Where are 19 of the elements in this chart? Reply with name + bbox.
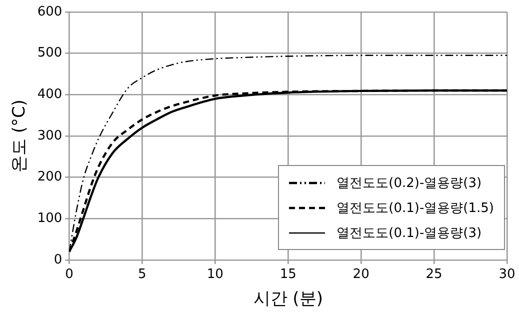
x-tick-label: 15 — [280, 267, 296, 282]
y-tick-label: 100 — [37, 211, 62, 226]
y-tick-label: 300 — [37, 128, 62, 144]
x-tick-label: 0 — [65, 267, 74, 282]
y-tick-label: 500 — [37, 46, 62, 61]
y-axis-title: 온도 (°C) — [10, 99, 30, 173]
x-axis-title: 시간 (분) — [253, 289, 323, 310]
y-tick-label: 200 — [37, 170, 62, 185]
y-tick-label: 0 — [54, 252, 62, 268]
y-tick-label: 600 — [37, 4, 62, 20]
x-tick-label: 25 — [426, 267, 442, 282]
x-tick-label: 5 — [138, 267, 146, 282]
y-tick-label: 400 — [37, 87, 62, 102]
x-tick-label: 20 — [352, 267, 370, 282]
legend-label: 열전도도(0.1)-열용량(1.5) — [336, 200, 494, 216]
x-tick-label: 30 — [498, 267, 516, 282]
legend-label: 열전도도(0.1)-열용량(3) — [336, 224, 482, 242]
legend-label: 열전도도(0.2)-열용량(3) — [336, 174, 482, 192]
x-tick-label: 10 — [206, 267, 224, 282]
